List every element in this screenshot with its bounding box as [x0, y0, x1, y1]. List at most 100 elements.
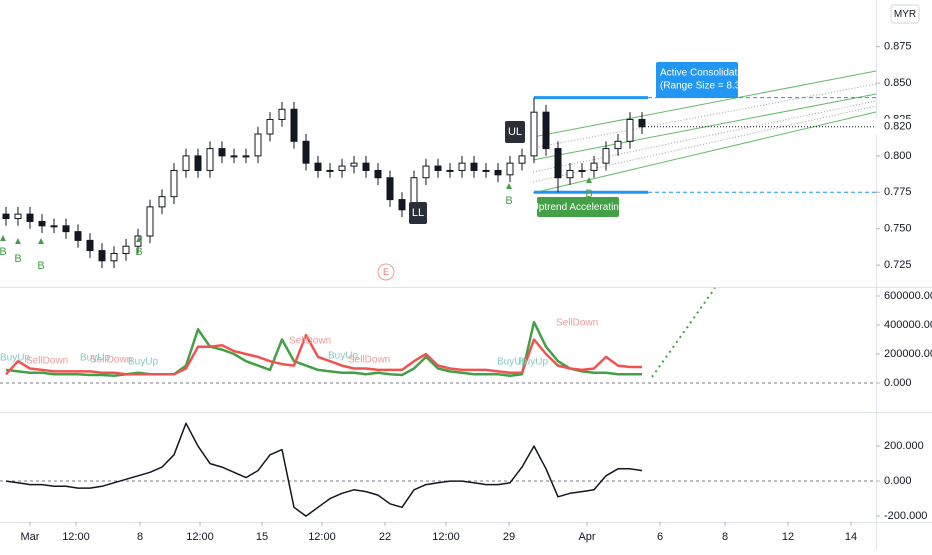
last-price-badge: [876, 118, 916, 135]
candle-body: [62, 225, 70, 233]
series-line: [5, 422, 643, 517]
uptrend-box: [537, 197, 619, 217]
currency-label: MYR: [894, 9, 916, 20]
y-tick-label: 0.000: [884, 475, 912, 487]
candle-body: [566, 169, 574, 179]
candle-body: [434, 165, 442, 171]
candle-body: [350, 162, 358, 167]
buy-label: B: [14, 253, 21, 265]
selldown-label: SellDown: [26, 356, 68, 367]
candle-body: [290, 108, 298, 142]
y-tick-label: 0.775: [884, 186, 912, 198]
x-tick-label: 8: [137, 531, 143, 543]
ul-badge: [505, 121, 525, 143]
ll-badge: [409, 202, 427, 224]
currency-badge: [890, 4, 920, 24]
candle-body: [170, 169, 178, 198]
x-tick-label: 12: [782, 531, 794, 543]
buyup-label: BuyUp: [0, 353, 30, 364]
buy-markers: [0, 177, 592, 244]
candle-body: [590, 162, 598, 171]
candle-body: [218, 148, 226, 157]
candle-body: [542, 111, 550, 150]
candle-body: [374, 169, 382, 179]
candle-body: [158, 196, 166, 208]
marks: 0.7250.7500.7750.8000.8250.8500.8750.820…: [0, 41, 932, 543]
candle-body: [530, 111, 538, 157]
candle-body: [446, 169, 454, 172]
candle-body: [314, 162, 322, 171]
y-tick-label: 200.000: [884, 440, 924, 452]
candle-body: [242, 155, 250, 158]
y-tick-label: -200.000: [884, 510, 927, 522]
consolidation-label: Active Consolidation: [660, 68, 751, 79]
candle-body: [458, 162, 466, 171]
candle-body: [254, 133, 262, 157]
buyup-label: BuyUp: [497, 357, 527, 368]
buyup-label: BuyUp: [518, 357, 548, 368]
candle-body: [614, 140, 622, 150]
buy-label: B: [37, 260, 44, 272]
candle-body: [506, 162, 514, 176]
x-tick-label: 12:00: [308, 531, 336, 543]
ll-label: LL: [412, 207, 424, 219]
candle-body: [386, 177, 394, 201]
candle-body: [482, 169, 490, 172]
candle-body: [38, 220, 46, 227]
x-tick-label: 14: [845, 531, 857, 543]
candle-body: [206, 148, 214, 171]
y-tick-label: 0.750: [884, 223, 912, 235]
candle-body: [26, 213, 34, 222]
x-tick-label: 6: [657, 531, 663, 543]
selldown-label: SellDown: [289, 336, 331, 347]
buy-label: B: [585, 188, 592, 200]
candle-body: [494, 169, 502, 176]
candle-body: [14, 213, 22, 220]
y-tick-label: 0.725: [884, 259, 912, 271]
candle-body: [602, 148, 610, 164]
projection-line: [651, 287, 716, 378]
candle-body: [554, 148, 562, 179]
candle-body: [362, 162, 370, 171]
event-label: E: [383, 267, 389, 277]
candle-body: [230, 155, 238, 158]
candle-body: [266, 118, 274, 135]
y-tick-label: 0.800: [884, 150, 912, 162]
ul-label: UL: [508, 126, 522, 138]
y-tick-label: 0.850: [884, 77, 912, 89]
y-tick-label: 400000.000: [884, 319, 932, 331]
selldown-label: SellDown: [348, 355, 390, 366]
candle-body: [98, 250, 106, 262]
consolidation-label: (Range Size = 8.38%): [660, 81, 758, 92]
candle-body: [278, 108, 286, 120]
consolidation-box: [656, 62, 738, 98]
buy-label: B: [0, 246, 7, 258]
buyup-label: BuyUp: [80, 353, 110, 364]
candle-body: [302, 140, 310, 164]
event-marker: [377, 263, 395, 281]
candle-body: [578, 169, 586, 172]
selldown-label: SellDown: [556, 318, 598, 329]
y-tick-label: 0.000: [884, 377, 912, 389]
series-line: [5, 320, 642, 377]
candle-body: [338, 165, 346, 171]
buyup-label: BuyUp: [328, 351, 358, 362]
buyup-label: BuyUp: [128, 357, 158, 368]
buy-label: B: [505, 195, 512, 207]
selldown-label: SellDown: [90, 355, 132, 366]
candle-body: [398, 199, 406, 211]
x-tick-label: 12:00: [62, 531, 90, 543]
candle-body: [146, 206, 154, 237]
candle-body: [182, 155, 190, 171]
candle-body: [470, 162, 478, 171]
candle-body: [86, 239, 94, 252]
candle-body: [122, 245, 130, 254]
candle-body: [74, 231, 82, 241]
candle-body: [422, 165, 430, 179]
candle-body: [638, 118, 646, 128]
candle-body: [326, 169, 334, 172]
x-tick-label: 22: [379, 531, 391, 543]
candle-body: [626, 118, 634, 142]
